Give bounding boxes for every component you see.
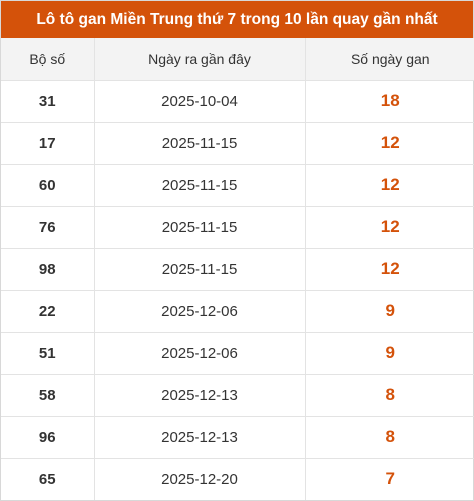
table-row: 96 2025-12-13 8 bbox=[1, 416, 474, 459]
cell-days: 8 bbox=[305, 416, 474, 459]
table-row: 76 2025-11-15 12 bbox=[1, 206, 474, 249]
cell-date: 2025-11-15 bbox=[94, 122, 306, 165]
cell-number: 22 bbox=[1, 290, 95, 333]
cell-days: 12 bbox=[305, 206, 474, 249]
table-row: 65 2025-12-20 7 bbox=[1, 458, 474, 500]
lo-gan-table: Bộ số Ngày ra gần đây Số ngày gan 31 202… bbox=[1, 38, 474, 500]
table-row: 51 2025-12-06 9 bbox=[1, 332, 474, 375]
cell-number: 98 bbox=[1, 248, 95, 291]
cell-days: 18 bbox=[305, 80, 474, 123]
table-row: 31 2025-10-04 18 bbox=[1, 80, 474, 123]
cell-number: 51 bbox=[1, 332, 95, 375]
cell-date: 2025-12-06 bbox=[94, 332, 306, 375]
cell-number: 76 bbox=[1, 206, 95, 249]
cell-number: 17 bbox=[1, 122, 95, 165]
table-header-row: Bộ số Ngày ra gần đây Số ngày gan bbox=[1, 38, 474, 81]
cell-date: 2025-10-04 bbox=[94, 80, 306, 123]
cell-days: 12 bbox=[305, 248, 474, 291]
cell-days: 9 bbox=[305, 332, 474, 375]
cell-days: 9 bbox=[305, 290, 474, 333]
cell-number: 96 bbox=[1, 416, 95, 459]
cell-days: 7 bbox=[385, 469, 395, 489]
table-title: Lô tô gan Miền Trung thứ 7 trong 10 lần … bbox=[1, 1, 473, 38]
table-row: 22 2025-12-06 9 bbox=[1, 290, 474, 333]
cell-number: 31 bbox=[1, 80, 95, 123]
table-row: 58 2025-12-13 8 bbox=[1, 374, 474, 417]
column-header-number: Bộ số bbox=[1, 38, 95, 81]
cell-number: 65 bbox=[1, 458, 95, 500]
cell-date: 2025-11-15 bbox=[94, 206, 306, 249]
table-row: 60 2025-11-15 12 bbox=[1, 164, 474, 207]
cell-days: 12 bbox=[305, 164, 474, 207]
column-header-days: Số ngày gan bbox=[305, 38, 474, 81]
cell-date: 2025-12-06 bbox=[94, 290, 306, 333]
cell-number: 58 bbox=[1, 374, 95, 417]
cell-date: 2025-12-20 bbox=[94, 458, 306, 500]
cell-number: 60 bbox=[1, 164, 95, 207]
cell-date: 2025-12-13 bbox=[94, 374, 306, 417]
table-row: 98 2025-11-15 12 bbox=[1, 248, 474, 291]
cell-date: 2025-11-15 bbox=[94, 164, 306, 207]
cell-date: 2025-11-15 bbox=[94, 248, 306, 291]
cell-date: 2025-12-13 bbox=[94, 416, 306, 459]
cell-days: 12 bbox=[305, 122, 474, 165]
column-header-date: Ngày ra gần đây bbox=[94, 38, 306, 81]
cell-days: 8 bbox=[305, 374, 474, 417]
table-row: 17 2025-11-15 12 bbox=[1, 122, 474, 165]
